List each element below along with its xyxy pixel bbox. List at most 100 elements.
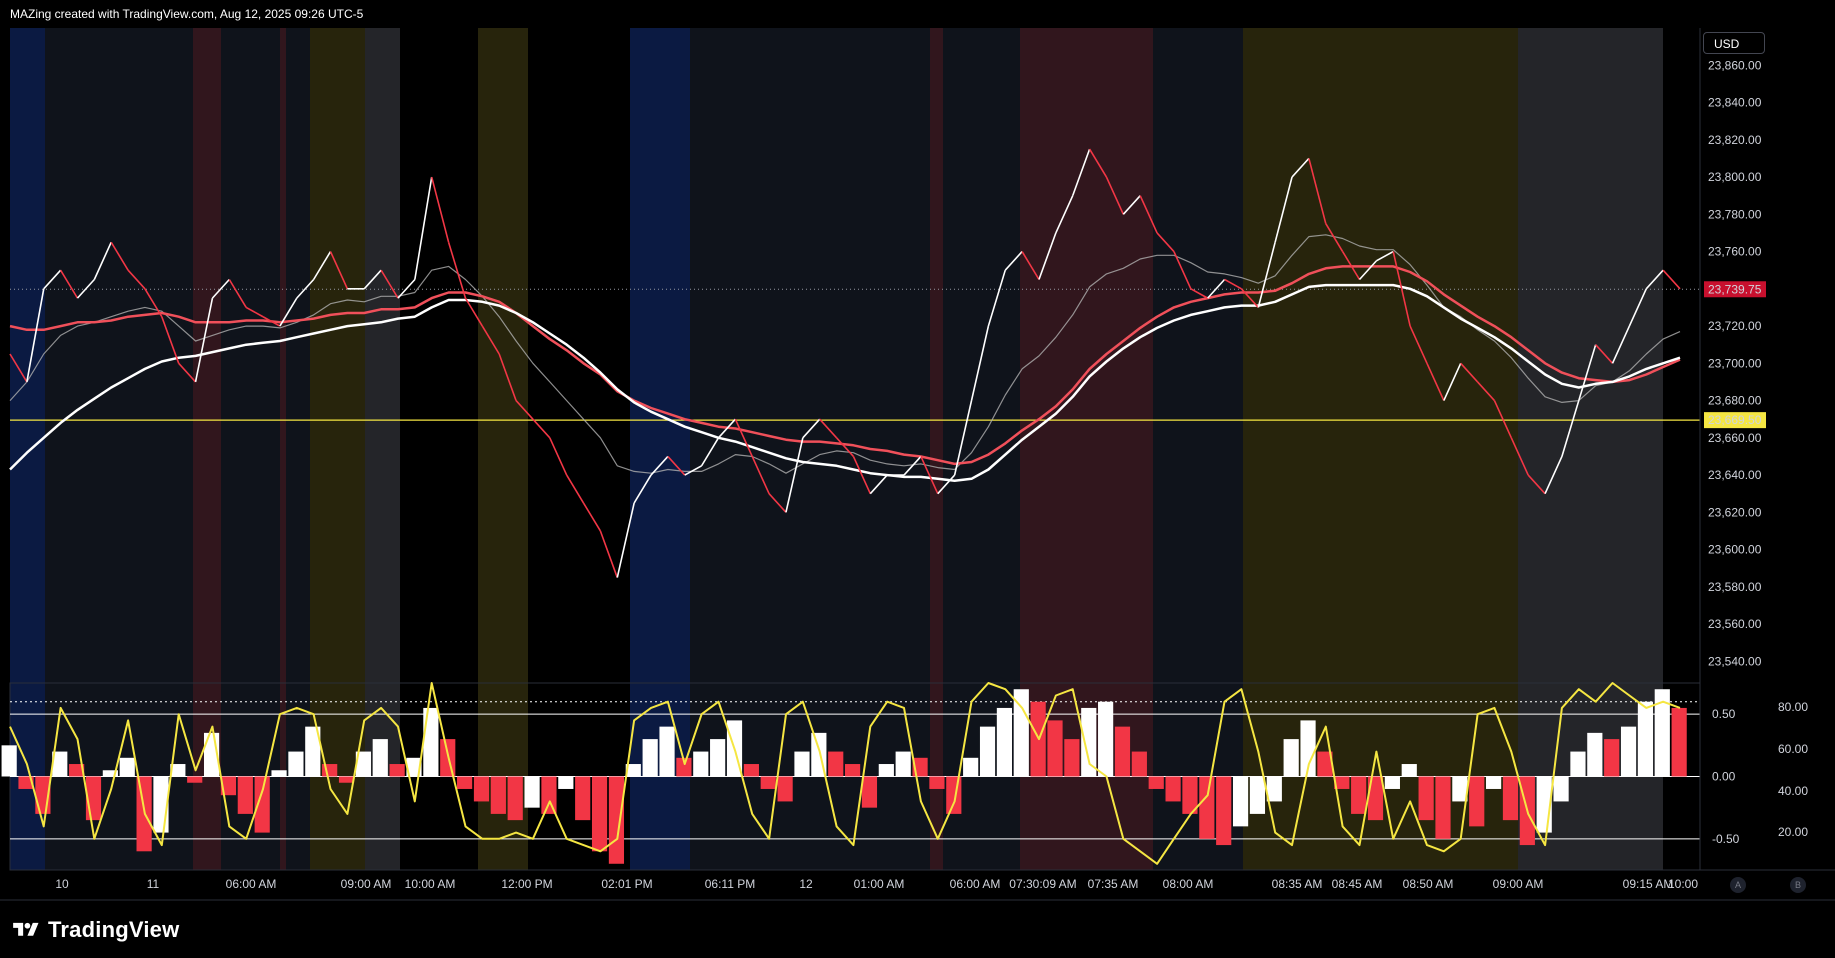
- oscillator-bar: [710, 739, 726, 777]
- oscillator-bar: [676, 757, 692, 777]
- time-tick-label: 02:01 PM: [601, 877, 652, 891]
- price-segment: [1004, 251, 1023, 271]
- price-segment: [1088, 148, 1108, 178]
- price-segment: [515, 400, 534, 420]
- price-segment: [363, 269, 382, 290]
- time-tick-label: 08:45 AM: [1332, 877, 1383, 891]
- price-segment: [178, 362, 197, 383]
- time-tick-label: 11: [147, 877, 160, 891]
- oscillator-bar: [288, 751, 304, 777]
- oscillator-bar: [895, 751, 911, 777]
- oscillator-bar: [541, 776, 557, 814]
- oscillator-bar: [406, 757, 422, 777]
- price-panel: [9, 148, 1700, 578]
- oscillator-bar: [1384, 776, 1400, 789]
- price-segment: [1595, 344, 1614, 364]
- price-segment: [1139, 195, 1158, 234]
- price-segment: [852, 456, 872, 495]
- osc-tick-label: 0.00: [1712, 770, 1736, 784]
- price-tick-label: 23,780.00: [1708, 207, 1762, 221]
- session-band: [478, 28, 528, 870]
- price-tick-label: 23,620.00: [1708, 505, 1762, 519]
- price-segment: [464, 297, 484, 327]
- price-segment: [1375, 250, 1394, 262]
- currency-selector-button[interactable]: USD: [1703, 32, 1765, 54]
- time-tick-label: 06:00 AM: [226, 877, 277, 891]
- price-segment: [1561, 400, 1580, 457]
- price-segment: [1392, 251, 1411, 327]
- session-band: [365, 28, 400, 870]
- price-segment: [447, 241, 467, 299]
- price-segment: [920, 456, 939, 495]
- price-segment: [1662, 269, 1681, 290]
- oscillator-bar: [1435, 776, 1451, 839]
- oscillator-bar: [659, 726, 675, 777]
- oscillator-bar: [760, 776, 776, 789]
- price-segment: [59, 269, 79, 299]
- session-band: [528, 28, 630, 870]
- price-segment: [1207, 278, 1226, 299]
- oscillator-bar: [1013, 689, 1029, 777]
- price-segment: [245, 306, 264, 318]
- price-tick-label: 23,800.00: [1708, 170, 1762, 184]
- price-segment: [1341, 251, 1361, 280]
- session-band: [280, 28, 286, 870]
- time-tick-label: 12: [799, 877, 813, 891]
- oscillator-bar: [591, 776, 608, 852]
- auto-scale-button[interactable]: A: [1730, 877, 1746, 893]
- price-segment: [1257, 242, 1276, 308]
- oscillator-bar: [338, 776, 355, 783]
- oscillator-bar: [1266, 776, 1282, 802]
- price-segment: [1578, 344, 1597, 401]
- last-price-badge: [1704, 281, 1766, 298]
- price-segment: [296, 278, 315, 299]
- oscillator-bar: [1401, 764, 1417, 777]
- session-band: [1243, 28, 1518, 870]
- time-tick-label: 07:30:09 AM: [1009, 877, 1076, 891]
- oscillator-bar: [18, 776, 34, 789]
- level-badge: [1704, 412, 1766, 429]
- session-band: [193, 28, 221, 870]
- price-segment: [650, 455, 669, 476]
- time-tick-label: 09:00 AM: [341, 877, 392, 891]
- oscillator-bar: [52, 751, 68, 777]
- oscillator-bar: [237, 776, 253, 814]
- price-segment: [1628, 288, 1647, 327]
- price-tick-label: 23,540.00: [1708, 654, 1762, 668]
- time-tick-label: 10: [55, 877, 69, 891]
- time-tick-label: 10:00: [1668, 877, 1698, 891]
- oscillator-bar: [305, 726, 321, 777]
- price-segment: [110, 241, 129, 271]
- price-segment: [430, 176, 450, 243]
- oscillator-bar: [575, 776, 591, 821]
- price-tick-label: 23,820.00: [1708, 133, 1762, 147]
- oscillator-bar: [1283, 739, 1299, 777]
- price-segment: [1409, 325, 1428, 364]
- price-segment: [1510, 437, 1529, 476]
- time-tick-label: 07:35 AM: [1088, 877, 1139, 891]
- price-tick-label: 23,720.00: [1708, 319, 1762, 333]
- oscillator-bar: [861, 776, 878, 808]
- oscillator-bar: [1654, 689, 1670, 777]
- price-segment: [785, 437, 804, 513]
- oscillator-bar: [1620, 726, 1637, 777]
- oscillator-bar: [1570, 751, 1586, 777]
- oscillator-bar: [743, 764, 759, 777]
- oscillator-bar: [389, 764, 405, 777]
- session-band: [63, 28, 193, 870]
- session-band: [690, 28, 930, 870]
- oscillator-bar: [254, 776, 270, 833]
- price-segment: [1156, 232, 1175, 253]
- time-axis: 10 11 06:00 AM 09:00 AM 10:00 AM 12:00 PM 02:0…: [0, 869, 1835, 901]
- oscillator-bar: [372, 739, 388, 777]
- oscillator-bar: [490, 776, 506, 814]
- oscillator-bar: [170, 764, 186, 777]
- session-band: [1153, 28, 1243, 870]
- oscillator-bar: [963, 757, 979, 777]
- price-segment: [734, 418, 753, 457]
- log-scale-button[interactable]: B: [1790, 877, 1806, 893]
- time-tick-label: 06:00 AM: [950, 877, 1001, 891]
- oscillator-bar: [693, 751, 709, 777]
- time-tick-label: 08:35 AM: [1272, 877, 1323, 891]
